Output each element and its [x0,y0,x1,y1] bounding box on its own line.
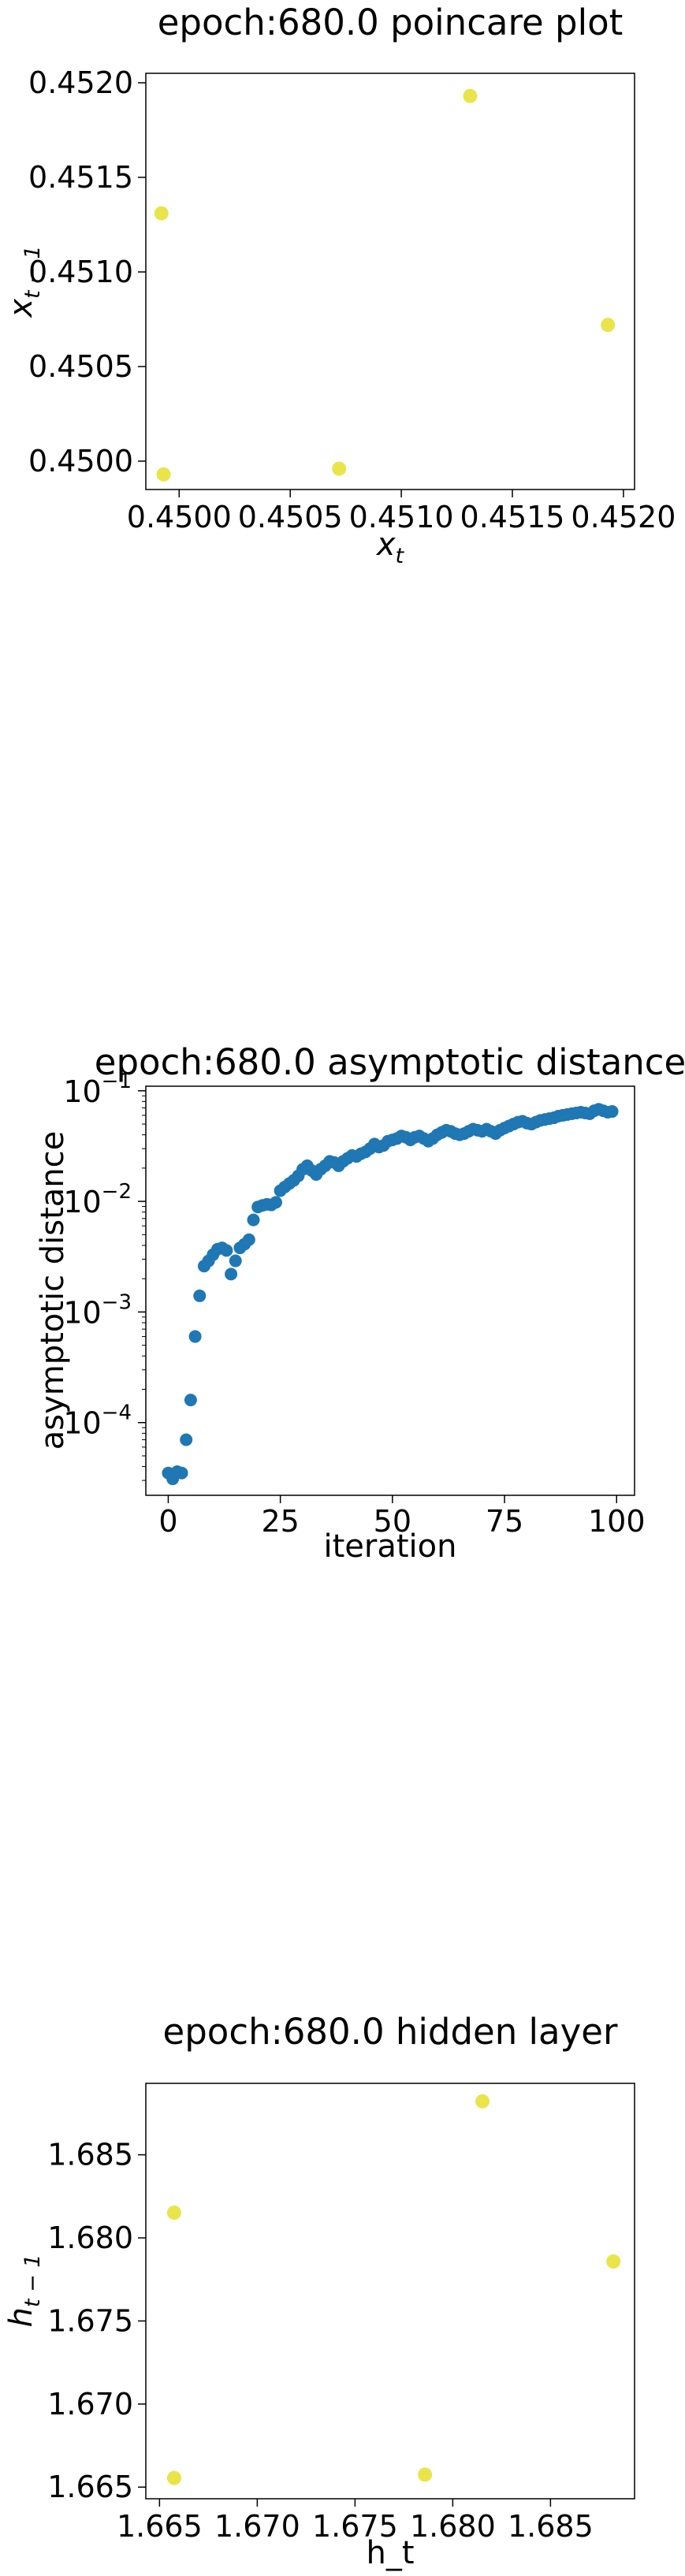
x-axis-ticks: 0 25 50 75 100 [158,1495,646,1539]
y-axis-label: asymptotic distance [35,1131,71,1450]
y-axis-ticks: 0.4500 0.4505 0.4510 0.4515 0.4520 [28,65,146,478]
scatter-points [162,1103,619,1486]
data-point [180,1433,193,1446]
data-point [606,2254,621,2269]
plot-area [145,1085,635,1496]
y-tick-label: 10−4 [63,1402,132,1441]
chart-title: epoch:680.0 poincare plot [158,2,624,43]
data-point [175,1466,188,1480]
y-tick-label: 10−3 [63,1290,132,1330]
data-point [601,318,616,333]
data-point [247,1213,260,1227]
x-axis-ticks: 0.4500 0.4505 0.4510 0.4515 0.4520 [127,490,676,534]
y-tick-label: 10−2 [63,1180,132,1219]
data-point [220,1244,233,1257]
y-axis-ticks: 10−4 10−3 10−2 10−1 [63,1070,146,1481]
data-point [418,2467,433,2482]
poincare-plot-chart: epoch:680.0 poincare plot 0.4500 0.4505 0.… [3,2,676,568]
y-tick-label: 0.4505 [28,349,133,384]
x-tick-label: 1.680 [410,2509,496,2544]
chart-title: epoch:680.0 hidden layer [163,2011,618,2053]
y-tick-label: 0.4515 [28,160,133,195]
y-tick-label: 0.4510 [28,255,133,289]
x-tick-label: 1.675 [312,2509,398,2544]
x-tick-label: 100 [588,1504,646,1539]
y-tick-label: 1.675 [47,2303,133,2338]
x-tick-label: 0.4505 [238,500,343,534]
y-tick-label: 1.680 [47,2220,133,2255]
data-point [193,1289,207,1302]
x-axis-label: iteration [324,1528,457,1565]
data-point [166,2470,181,2485]
chart-title: epoch:680.0 asymptotic distance [95,1041,685,1083]
y-axis-ticks: 1.665 1.670 1.675 1.680 1.685 [47,2138,146,2504]
plot-area [145,2083,635,2500]
x-axis-label: h_t [366,2535,414,2571]
x-tick-label: 75 [486,1504,523,1539]
y-axis-label: ht − 1 [3,2254,45,2328]
data-point [475,2094,490,2109]
x-tick-label: 0.4515 [460,500,565,534]
x-axis-ticks: 1.665 1.670 1.675 1.680 1.685 [117,2499,594,2544]
x-tick-label: 0 [158,1504,177,1539]
x-axis-label: xt [375,527,405,568]
y-axis-label: xt − 1 [3,245,45,318]
y-tick-label: 1.685 [47,2138,133,2172]
data-point [184,1394,197,1407]
scatter-points [154,88,616,482]
data-point [154,206,169,221]
y-tick-label: 10−1 [63,1070,132,1109]
asymptotic-distance-chart: epoch:680.0 asymptotic distance 0 25 50 75 1… [35,1041,685,1565]
plot-area [145,73,635,490]
data-point [188,1330,202,1343]
x-tick-label: 1.670 [214,2509,300,2544]
hidden-layer-chart: epoch:680.0 hidden layer 1.665 1.670 1.675… [3,2011,635,2571]
data-point [229,1254,242,1268]
data-point [156,467,171,482]
scatter-points [166,2094,621,2485]
data-point [225,1268,238,1281]
y-tick-label: 1.665 [47,2470,133,2504]
x-tick-label: 0.4520 [571,500,676,534]
x-tick-label: 1.685 [508,2509,594,2544]
x-tick-label: 1.665 [117,2509,203,2544]
x-tick-label: 0.4500 [127,500,232,534]
x-tick-label: 25 [261,1504,299,1539]
y-tick-label: 1.670 [47,2387,133,2422]
x-tick-label: 0.4510 [349,500,454,534]
data-point [166,2206,181,2220]
x-tick-label: 50 [374,1504,411,1539]
y-tick-label: 0.4500 [28,444,133,478]
data-point [242,1233,255,1246]
data-point [463,88,478,103]
data-point [605,1105,619,1119]
data-point [269,1196,282,1209]
data-point [332,461,347,476]
y-tick-label: 0.4520 [28,65,133,100]
